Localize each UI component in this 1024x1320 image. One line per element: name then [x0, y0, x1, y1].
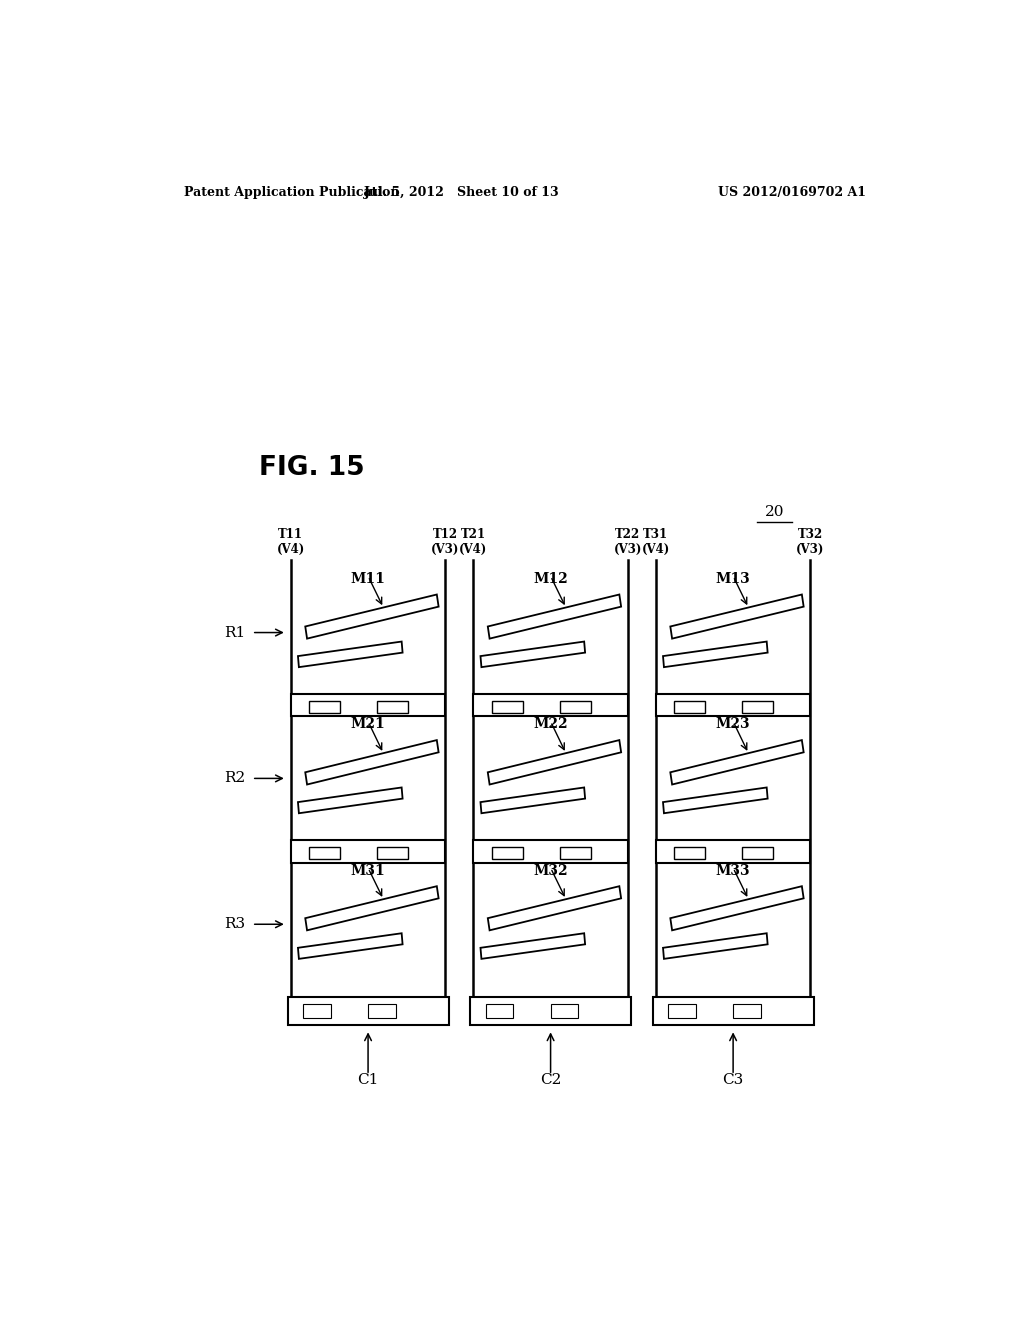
Text: Jul. 5, 2012   Sheet 10 of 13: Jul. 5, 2012 Sheet 10 of 13	[364, 186, 559, 199]
Polygon shape	[663, 933, 768, 958]
Bar	[291, 694, 445, 717]
Bar	[655, 841, 811, 863]
Text: C1: C1	[357, 1073, 379, 1088]
Text: M11: M11	[350, 572, 385, 586]
Polygon shape	[671, 594, 804, 639]
Polygon shape	[480, 933, 585, 958]
Polygon shape	[487, 886, 622, 931]
Polygon shape	[487, 741, 622, 784]
Text: US 2012/0169702 A1: US 2012/0169702 A1	[718, 186, 866, 199]
Bar	[473, 841, 628, 863]
Text: T12
(V3): T12 (V3)	[431, 528, 460, 556]
Text: Patent Application Publication: Patent Application Publication	[183, 186, 399, 199]
Bar	[485, 1005, 513, 1018]
Text: T22
(V3): T22 (V3)	[613, 528, 642, 556]
Polygon shape	[305, 594, 438, 639]
Bar	[492, 701, 522, 713]
Text: M32: M32	[534, 863, 568, 878]
Polygon shape	[480, 788, 585, 813]
Text: T11
(V4): T11 (V4)	[276, 528, 305, 556]
Bar	[652, 997, 814, 1026]
Text: T32
(V3): T32 (V3)	[797, 528, 824, 556]
Bar	[473, 694, 628, 717]
Polygon shape	[305, 741, 438, 784]
Text: M31: M31	[350, 863, 385, 878]
Text: T21
(V4): T21 (V4)	[459, 528, 487, 556]
Bar	[668, 1005, 696, 1018]
Polygon shape	[298, 642, 402, 667]
Bar	[655, 694, 811, 717]
Text: R3: R3	[224, 917, 246, 931]
Text: FIG. 15: FIG. 15	[259, 455, 365, 482]
Bar	[560, 847, 591, 859]
Polygon shape	[305, 886, 438, 931]
Text: 20: 20	[765, 506, 784, 519]
Polygon shape	[663, 788, 768, 813]
Text: M12: M12	[534, 572, 568, 586]
Text: C2: C2	[540, 1073, 561, 1088]
Polygon shape	[480, 642, 585, 667]
Polygon shape	[298, 933, 402, 958]
Bar	[551, 1005, 579, 1018]
Bar	[675, 701, 706, 713]
Text: R1: R1	[224, 626, 246, 640]
Bar	[378, 701, 409, 713]
Bar	[309, 701, 340, 713]
Bar	[303, 1005, 331, 1018]
Text: M13: M13	[716, 572, 751, 586]
Bar	[470, 997, 631, 1026]
Text: M22: M22	[534, 718, 568, 731]
Polygon shape	[671, 741, 804, 784]
Bar	[742, 847, 773, 859]
Text: T31
(V4): T31 (V4)	[642, 528, 670, 556]
Text: M33: M33	[716, 863, 751, 878]
Bar	[368, 1005, 396, 1018]
Polygon shape	[487, 594, 622, 639]
Bar	[742, 701, 773, 713]
Text: C3: C3	[723, 1073, 743, 1088]
Bar	[288, 997, 449, 1026]
Bar	[733, 1005, 761, 1018]
Bar	[291, 841, 445, 863]
Text: M23: M23	[716, 718, 751, 731]
Bar	[560, 701, 591, 713]
Bar	[492, 847, 522, 859]
Bar	[675, 847, 706, 859]
Text: R2: R2	[224, 771, 246, 785]
Polygon shape	[663, 642, 768, 667]
Polygon shape	[298, 788, 402, 813]
Text: M21: M21	[350, 718, 385, 731]
Bar	[309, 847, 340, 859]
Bar	[378, 847, 409, 859]
Polygon shape	[671, 886, 804, 931]
